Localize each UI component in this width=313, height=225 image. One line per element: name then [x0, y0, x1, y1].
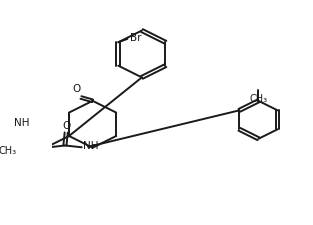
Text: NH: NH [83, 140, 99, 150]
Text: NH: NH [14, 118, 29, 128]
Text: CH₃: CH₃ [249, 94, 268, 104]
Text: Br: Br [130, 33, 141, 43]
Text: O: O [72, 84, 80, 94]
Text: CH₃: CH₃ [0, 145, 17, 155]
Text: O: O [62, 120, 70, 130]
